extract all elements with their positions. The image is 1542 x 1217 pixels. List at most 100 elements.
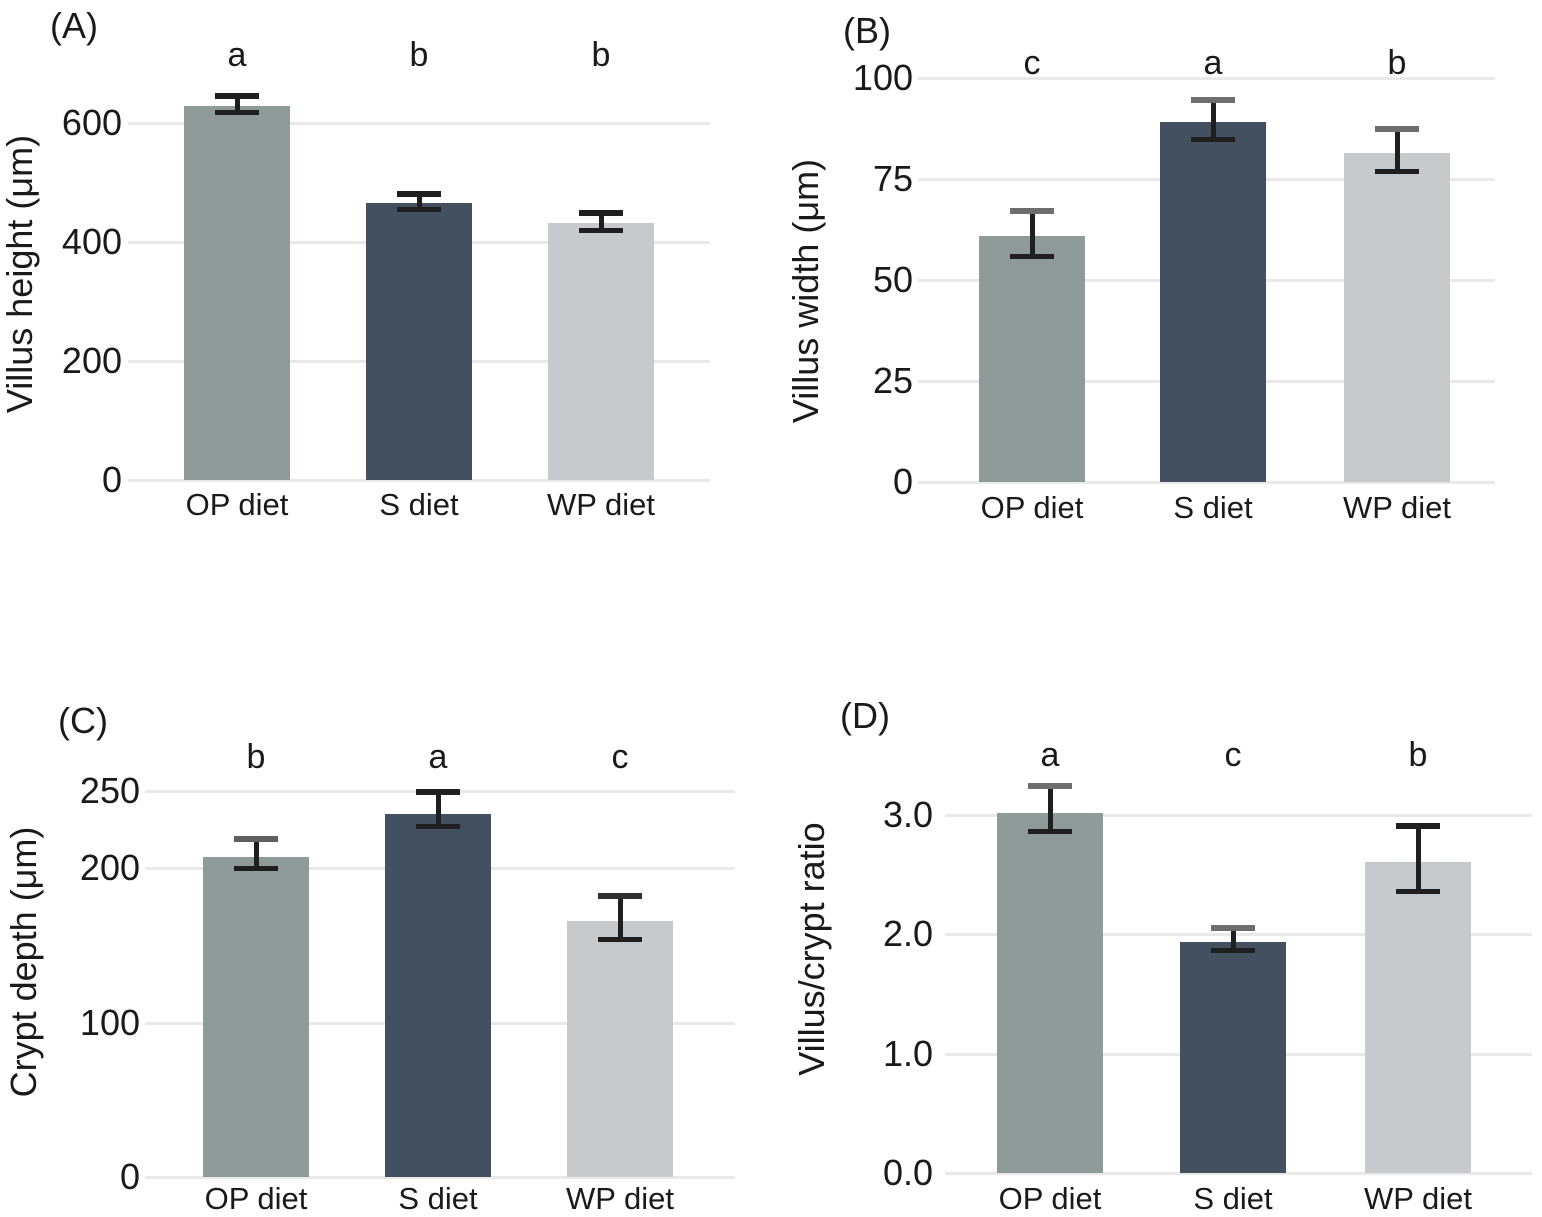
error-bar-cap-top: [1211, 925, 1255, 932]
error-bar-cap-bottom: [1191, 136, 1235, 142]
bar-op-diet: [203, 857, 309, 1177]
significance-letter: a: [428, 738, 448, 776]
x-tick-label-wp-diet: WP diet: [1343, 490, 1451, 525]
gridline: [945, 933, 1532, 937]
x-tick-label-op-diet: OP diet: [980, 490, 1084, 525]
bar-s-diet: [366, 202, 472, 480]
bar-wp-diet: [1365, 861, 1471, 1173]
error-bar-cap-bottom: [1010, 253, 1054, 259]
error-bar-cap-bottom: [579, 227, 623, 233]
error-bar-cap-top: [1375, 125, 1419, 132]
significance-letter: b: [409, 36, 429, 74]
error-bar-cap-top: [1010, 208, 1054, 215]
significance-letter: a: [1040, 736, 1060, 774]
error-bar-cap-bottom: [598, 937, 642, 943]
panel-a-tag: (A): [50, 5, 98, 46]
gridline: [945, 1172, 1532, 1175]
significance-letter: b: [591, 36, 611, 74]
error-bar-cap-top: [1028, 783, 1072, 790]
x-tick-label-s-diet: S diet: [398, 1181, 478, 1216]
y-tick-label: 1.0: [882, 1032, 933, 1074]
y-tick-label: 2.0: [882, 913, 933, 955]
error-bar-cap-top: [234, 835, 278, 842]
y-tick-label: 400: [61, 221, 122, 262]
error-bar-line: [435, 792, 441, 827]
y-tick-label: 3.0: [882, 794, 933, 836]
error-bar-cap-bottom: [1211, 947, 1255, 953]
y-tick-label: 25: [872, 360, 913, 401]
error-bar-cap-bottom: [1375, 168, 1419, 174]
error-bar-cap-top: [215, 93, 259, 100]
x-tick-label-op-diet: OP diet: [998, 1181, 1102, 1216]
y-tick-label: 200: [61, 340, 122, 381]
significance-letter: a: [1203, 44, 1223, 82]
error-bar-line: [253, 838, 259, 868]
y-tick-label: 250: [79, 769, 140, 811]
y-tick-label: 0: [101, 459, 122, 500]
error-bar-cap-bottom: [234, 866, 278, 871]
significance-letter: c: [611, 738, 629, 776]
panel-d-tag: (D): [840, 695, 890, 736]
y-tick-label: 0.0: [882, 1152, 933, 1193]
error-bar-line: [617, 895, 623, 940]
error-bar-cap-top: [598, 892, 642, 899]
significance-letter: b: [1408, 736, 1428, 774]
y-tick-label: 200: [79, 847, 140, 888]
significance-letter: b: [246, 738, 266, 776]
y-tick-label: 600: [61, 102, 122, 143]
significance-letter: c: [1224, 736, 1242, 774]
bar-s-diet: [1160, 122, 1266, 482]
bar-wp-diet: [1344, 152, 1450, 482]
x-tick-label-wp-diet: WP diet: [1364, 1181, 1472, 1216]
error-bar-line: [1210, 100, 1216, 139]
y-tick-label: 0: [892, 461, 913, 502]
gridline: [918, 77, 1495, 80]
x-tick-label-s-diet: S diet: [379, 487, 459, 522]
error-bar-cap-top: [579, 209, 623, 216]
y-tick-label: 100: [852, 57, 913, 98]
error-bar-line: [1047, 786, 1053, 831]
bar-wp-diet: [548, 222, 654, 480]
error-bar-cap-top: [416, 789, 460, 796]
significance-letter: a: [227, 36, 247, 74]
bar-wp-diet: [567, 920, 673, 1177]
error-bar-cap-top: [1191, 97, 1235, 104]
error-bar-line: [598, 212, 604, 230]
bar-s-diet: [1180, 941, 1286, 1173]
error-bar-cap-bottom: [416, 824, 460, 830]
x-tick-label-s-diet: S diet: [1173, 490, 1253, 525]
y-axis-label-c: Crypt depth (μm): [3, 826, 44, 1098]
bar-op-diet: [184, 106, 290, 480]
error-bar-line: [1415, 825, 1421, 892]
significance-letter: c: [1023, 44, 1041, 82]
error-bar-cap-bottom: [1028, 828, 1072, 834]
error-bar-cap-bottom: [1396, 889, 1440, 895]
error-bar-cap-bottom: [215, 110, 259, 116]
bar-op-diet: [997, 812, 1103, 1173]
error-bar-line: [1230, 928, 1236, 950]
x-tick-label-wp-diet: WP diet: [566, 1181, 674, 1216]
panel-c-tag: (C): [58, 700, 108, 741]
gridline: [918, 481, 1495, 484]
x-tick-label-s-diet: S diet: [1193, 1181, 1273, 1216]
significance-letter: b: [1387, 44, 1407, 82]
x-tick-label-op-diet: OP diet: [204, 1181, 308, 1216]
y-tick-label: 50: [872, 259, 913, 300]
x-tick-label-op-diet: OP diet: [185, 487, 289, 522]
error-bar-line: [1029, 211, 1035, 256]
error-bar-cap-top: [397, 190, 441, 197]
y-tick-label: 0: [119, 1156, 140, 1197]
x-tick-label-wp-diet: WP diet: [547, 487, 655, 522]
error-bar-cap-bottom: [397, 207, 441, 213]
error-bar-line: [416, 193, 422, 210]
gridline: [128, 122, 710, 125]
bar-s-diet: [385, 813, 491, 1177]
y-tick-label: 100: [79, 1001, 140, 1043]
gridline: [128, 479, 710, 482]
error-bar-line: [1394, 128, 1400, 171]
gridline: [945, 814, 1532, 818]
gridline: [145, 1176, 735, 1179]
error-bar-cap-top: [1396, 822, 1440, 829]
y-tick-label: 75: [872, 158, 913, 199]
